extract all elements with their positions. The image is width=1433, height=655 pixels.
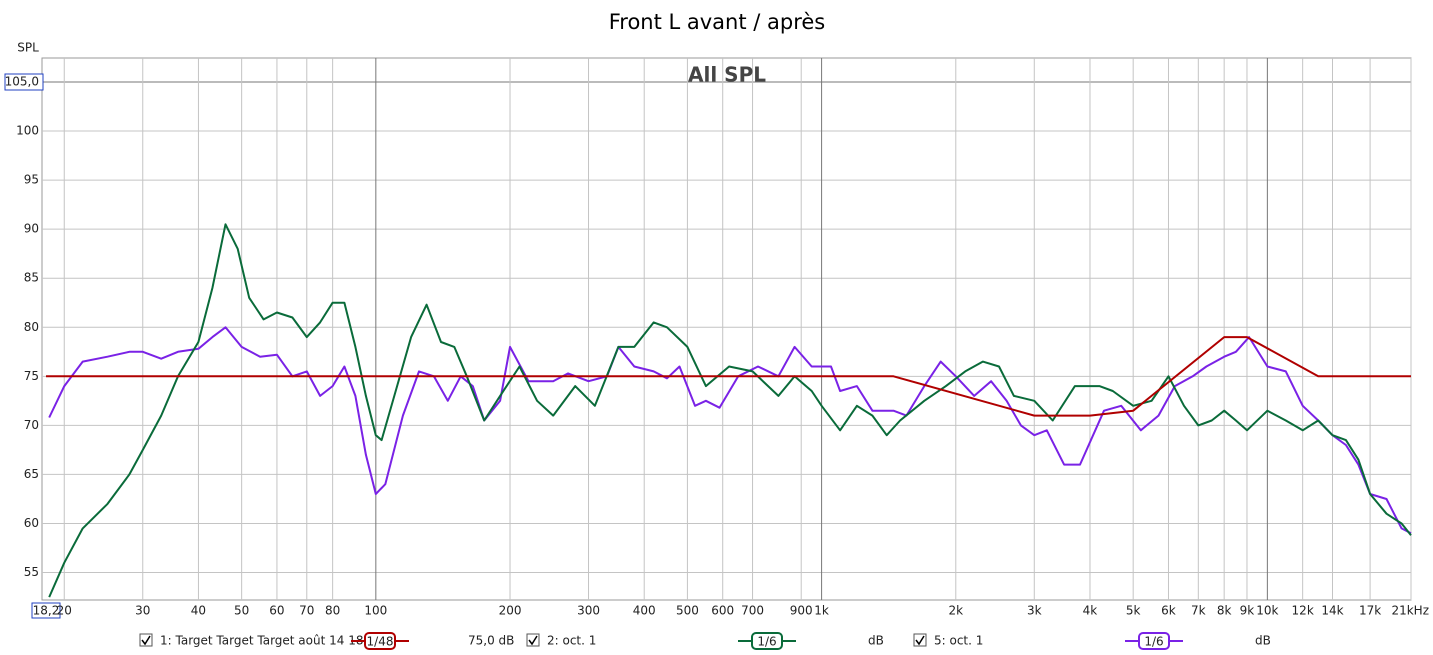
y-tick-label: 60 — [24, 516, 39, 530]
x-tick-label: 40 — [191, 604, 206, 618]
y-tick-label: 65 — [24, 467, 39, 481]
y-tick-label: 75 — [24, 369, 39, 383]
y-axis-label: SPL — [17, 41, 39, 55]
x-tick-label: 4k — [1083, 604, 1098, 618]
legend-smoothing-box — [364, 632, 396, 650]
legend-label: 5: oct. 1 — [934, 634, 983, 648]
x-tick-label: 8k — [1217, 604, 1232, 618]
legend-offset: dB — [868, 634, 884, 648]
x-tick-label: 5k — [1126, 604, 1141, 618]
x-tick-label: 500 — [676, 604, 699, 618]
legend-check — [915, 635, 925, 646]
x-tick-label: 900 — [790, 604, 813, 618]
y-tick-label: 70 — [24, 418, 39, 432]
x-tick-label: 18,2 — [33, 604, 60, 618]
x-tick-label: 400 — [633, 604, 656, 618]
legend-smoothing-box — [751, 632, 783, 650]
y-tick-label: 90 — [24, 222, 39, 236]
legend-checkbox — [526, 633, 540, 647]
x-tick-label: 10k — [1256, 604, 1278, 618]
x-tick-label: 80 — [325, 604, 340, 618]
x-tick-label: 6k — [1161, 604, 1176, 618]
legend-smoothing-box — [1138, 632, 1170, 650]
series-line — [48, 223, 1412, 598]
x-tick-label: 100 — [364, 604, 387, 618]
x-tick-label: 70 — [299, 604, 314, 618]
series-line — [48, 326, 1412, 535]
x-tick-label: 21kHz — [1391, 604, 1429, 618]
x-tick-label: 20 — [57, 604, 72, 618]
x-tick-label: 17k — [1359, 604, 1381, 618]
y-tick-label: 105,0 — [5, 75, 39, 89]
x-tick-label: 700 — [741, 604, 764, 618]
legend-smoothing: 1/6 — [1144, 635, 1163, 649]
y-tick-label: 95 — [24, 173, 39, 187]
legend-checkbox — [139, 633, 153, 647]
y-tick-label: 80 — [24, 320, 39, 334]
x-tick-label: 1k — [814, 604, 829, 618]
series-line — [46, 336, 1411, 417]
x-tick-label: 3k — [1027, 604, 1042, 618]
x-tick-label: 300 — [577, 604, 600, 618]
y-tick-label: 100 — [16, 124, 39, 138]
legend-offset: dB — [1255, 634, 1271, 648]
x-tick-label: 2k — [948, 604, 963, 618]
x-tick-label: 200 — [499, 604, 522, 618]
legend-offset: 75,0 dB — [468, 634, 514, 648]
legend-check — [141, 635, 151, 646]
x-tick-label: 7k — [1191, 604, 1206, 618]
x-tick-label: 50 — [234, 604, 249, 618]
x-tick-label: 14k — [1321, 604, 1343, 618]
x-tick-label: 9k — [1240, 604, 1255, 618]
x-tick-label: 600 — [711, 604, 734, 618]
legend-smoothing: 1/6 — [757, 635, 776, 649]
legend-label: 2: oct. 1 — [547, 634, 596, 648]
legend-label: 1: Target Target Target août 14 18: — [160, 634, 368, 648]
x-limit-box — [31, 602, 61, 619]
legend-smoothing: 1/48 — [367, 635, 394, 649]
legend-checkbox — [913, 633, 927, 647]
x-tick-label: 60 — [269, 604, 284, 618]
y-tick-label: 85 — [24, 271, 39, 285]
chart-title: Front L avant / après — [609, 10, 826, 34]
annotation: All SPL — [688, 63, 766, 87]
legend-check — [528, 635, 538, 646]
x-tick-label: 30 — [135, 604, 150, 618]
y-limit-box — [4, 73, 44, 91]
y-tick-label: 55 — [24, 565, 39, 579]
x-tick-label: 12k — [1292, 604, 1314, 618]
